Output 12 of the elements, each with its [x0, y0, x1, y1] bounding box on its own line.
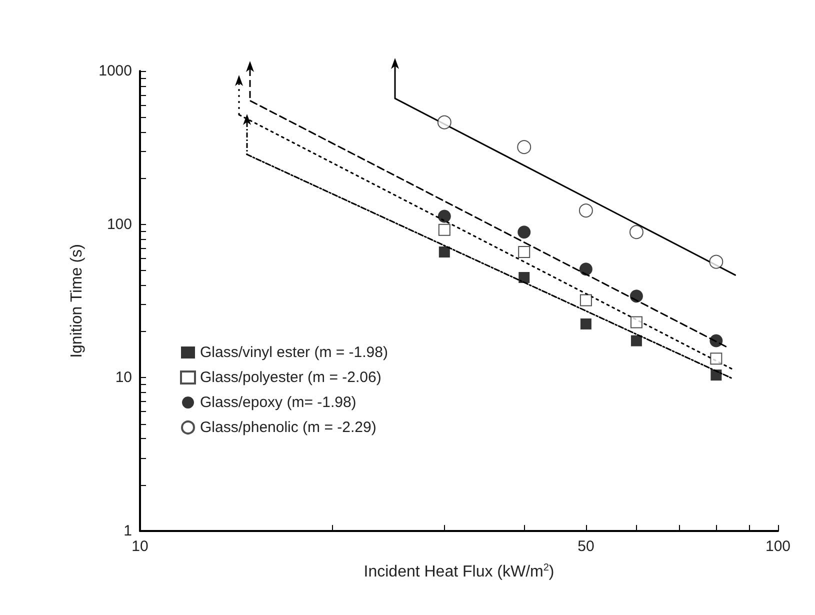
x-tick-label: 100 — [765, 538, 791, 555]
x-tick-label: 10 — [132, 538, 148, 555]
y-tick-label: 1 — [124, 522, 132, 540]
y-tick-label: 10 — [115, 369, 132, 386]
legend-label: Glass/polyester (m = -2.06) — [200, 369, 382, 386]
legend-label: Glass/vinyl ester (m = -1.98) — [200, 344, 388, 361]
x-tick-label: 50 — [578, 538, 594, 555]
y-tick-label: 100 — [106, 216, 132, 233]
y-axis-title: Ignition Time (s) — [68, 244, 86, 358]
legend-label: Glass/phenolic (m = -2.29) — [200, 419, 376, 436]
y-tick-label: 1000 — [98, 62, 132, 80]
legend-label: Glass/epoxy (m= -1.98) — [200, 394, 356, 411]
